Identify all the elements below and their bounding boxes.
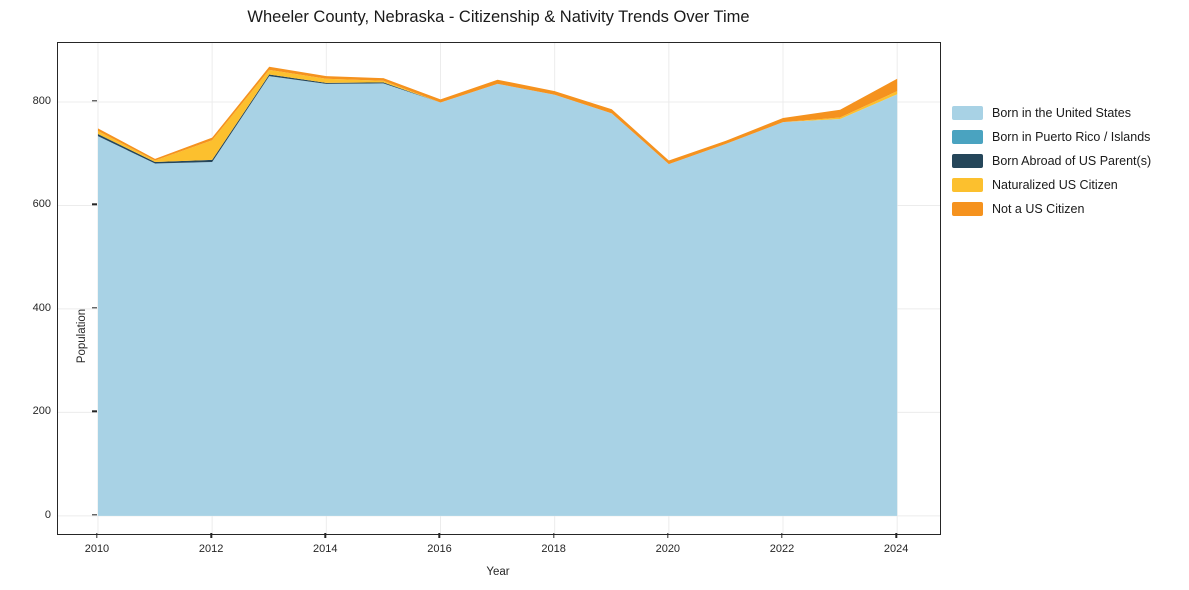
x-tick-mark <box>96 533 98 538</box>
legend-label: Born Abroad of US Parent(s) <box>992 154 1152 168</box>
legend-item: Born Abroad of US Parent(s) <box>952 149 1188 173</box>
legend-label: Naturalized US Citizen <box>992 178 1118 192</box>
x-tick-label: 2012 <box>198 543 224 555</box>
legend-item: Naturalized US Citizen <box>952 173 1188 197</box>
legend-swatch <box>952 202 983 216</box>
legend-swatch <box>952 154 983 168</box>
legend: Born in the United States Born in Puerto … <box>952 101 1188 221</box>
legend-item: Born in Puerto Rico / Islands <box>952 125 1188 149</box>
y-tick-label: 0 <box>44 508 51 521</box>
x-tick-mark <box>667 533 669 538</box>
x-axis-ticks: 2010 2012 2014 2016 2018 2020 2022 2024 <box>57 533 939 559</box>
chart-title: Wheeler County, Nebraska - Citizenship &… <box>247 8 750 26</box>
legend-swatch <box>952 130 983 144</box>
y-tick-label: 800 <box>32 94 51 107</box>
legend-swatch <box>952 178 983 192</box>
legend-label: Not a US Citizen <box>992 202 1085 216</box>
y-tick-mark <box>92 410 97 413</box>
x-tick-mark <box>895 533 897 538</box>
x-tick-label: 2016 <box>427 543 452 555</box>
x-tick-mark <box>324 533 326 538</box>
legend-label: Born in the United States <box>992 106 1131 120</box>
x-tick-label: 2020 <box>655 543 681 555</box>
stacked-area-chart <box>58 43 940 534</box>
x-tick-mark <box>552 533 555 538</box>
area-series <box>97 69 898 165</box>
y-tick-label: 600 <box>32 198 51 211</box>
x-tick-label: 2022 <box>769 543 795 555</box>
y-tick-mark <box>92 203 97 206</box>
y-tick-mark <box>92 514 97 516</box>
x-tick-label: 2024 <box>883 543 909 555</box>
x-tick-label: 2014 <box>313 543 338 555</box>
y-tick-label: 400 <box>32 301 51 314</box>
y-tick-label: 200 <box>32 405 51 418</box>
x-axis-label: Year <box>486 566 510 578</box>
y-axis-label: Population <box>76 308 88 364</box>
x-tick-label: 2010 <box>84 543 110 555</box>
x-tick-mark <box>781 533 783 538</box>
x-tick-mark <box>438 533 441 538</box>
x-tick-mark <box>210 533 212 538</box>
x-tick-label: 2018 <box>541 543 566 555</box>
area-series <box>97 76 898 516</box>
y-axis-ticks: 0 200 400 600 800 <box>11 42 97 533</box>
y-tick-mark <box>92 307 97 309</box>
legend-label: Born in Puerto Rico / Islands <box>992 130 1151 144</box>
legend-item: Born in the United States <box>952 101 1188 125</box>
legend-item: Not a US Citizen <box>952 197 1188 221</box>
plot-area: Population <box>57 42 941 535</box>
y-tick-mark <box>92 100 97 102</box>
legend-swatch <box>952 106 983 120</box>
